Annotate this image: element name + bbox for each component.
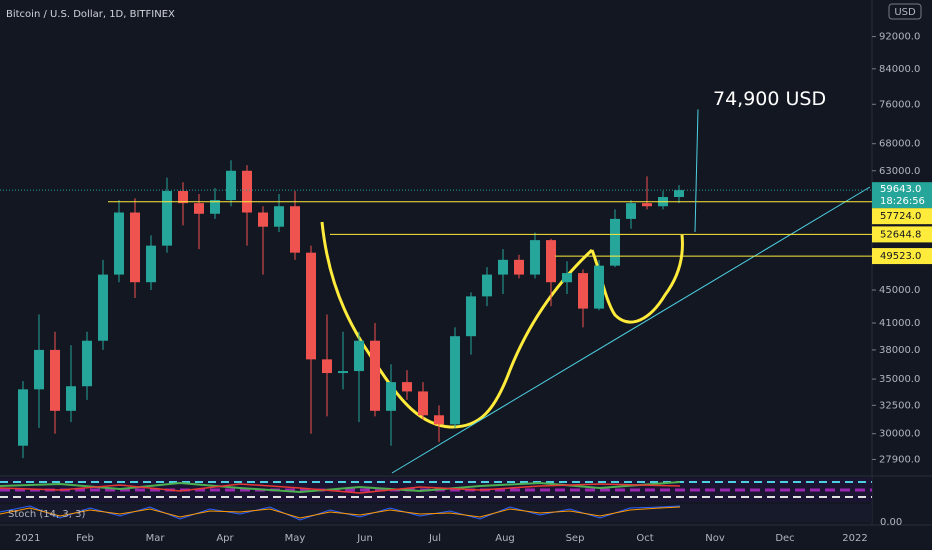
y-tick-label: 84000.0 xyxy=(879,64,920,75)
candle-body xyxy=(322,359,332,374)
y-tick-label: 63000.0 xyxy=(879,166,920,177)
x-tick-label: Aug xyxy=(495,533,515,544)
level-label: 49523.0 xyxy=(880,251,921,262)
level-box xyxy=(872,208,932,225)
candle-body xyxy=(130,212,140,283)
candle-body xyxy=(146,245,156,283)
currency-box[interactable] xyxy=(888,3,922,20)
candle-body xyxy=(642,203,652,207)
x-tick-label: Dec xyxy=(775,533,794,544)
chart-title: Bitcoin / U.S. Dollar, 1D, BITFINEX xyxy=(6,9,175,20)
candle-body xyxy=(594,265,604,309)
candle-body xyxy=(34,349,44,390)
candle-body xyxy=(306,252,316,360)
level-box xyxy=(872,248,932,265)
target-projection xyxy=(694,109,699,233)
candle-body xyxy=(194,203,204,214)
candle-body xyxy=(562,273,572,283)
candle-body xyxy=(530,240,540,275)
x-tick-label: Jul xyxy=(428,533,441,544)
x-tick-label: Sep xyxy=(566,533,585,544)
candle-body xyxy=(610,218,620,266)
candle-body xyxy=(290,206,300,253)
candle-body xyxy=(18,389,28,446)
x-tick-label: Nov xyxy=(705,533,725,544)
x-tick-label: 2021 xyxy=(15,533,40,544)
y-tick-label: 76000.0 xyxy=(879,99,920,110)
countdown-label: 18:26:56 xyxy=(880,196,925,207)
candle-body xyxy=(434,415,444,425)
y-tick-label: 45000.0 xyxy=(879,285,920,296)
indicator-tick: 0.00 xyxy=(880,517,902,528)
x-tick-label: Feb xyxy=(76,533,94,544)
candle-body xyxy=(514,259,524,275)
candle-body xyxy=(258,212,268,227)
indicator-pane: Stoch (14, 3, 3) 0.00 xyxy=(0,478,902,528)
candle-body xyxy=(450,336,460,425)
x-tick-label: May xyxy=(285,533,306,544)
candle-body xyxy=(210,200,220,214)
y-tick-label: 27900.0 xyxy=(879,454,920,465)
x-tick-label: Mar xyxy=(146,533,166,544)
candle-body xyxy=(498,259,508,275)
x-tick-label: 2022 xyxy=(842,533,867,544)
candle-body xyxy=(162,191,172,246)
level-box xyxy=(872,226,932,243)
candle-body xyxy=(178,191,188,204)
indicator-line xyxy=(0,481,681,494)
y-tick-label: 38000.0 xyxy=(879,345,920,356)
candle-body xyxy=(546,240,556,283)
candle-body xyxy=(274,206,284,227)
y-tick-label: 35000.0 xyxy=(879,374,920,385)
indicator-label: Stoch (14, 3, 3) xyxy=(8,509,85,520)
y-tick-label: 32500.0 xyxy=(879,400,920,411)
candle-body xyxy=(578,273,588,309)
candle-body xyxy=(66,386,76,411)
candle-body xyxy=(50,349,60,411)
candle-body xyxy=(674,190,684,198)
level-label: 57724.0 xyxy=(880,211,921,222)
stoch-d xyxy=(0,506,681,519)
candle-body xyxy=(402,382,412,392)
cup-curve xyxy=(320,221,594,429)
last-price-box xyxy=(872,182,932,209)
candle-body xyxy=(242,170,252,213)
candle-body xyxy=(626,203,636,219)
currency-label: USD xyxy=(894,7,916,18)
last-price-label: 59643.0 xyxy=(880,184,921,195)
candle-body xyxy=(386,382,396,411)
level-label: 52644.8 xyxy=(880,229,921,240)
y-tick-label: 41000.0 xyxy=(879,318,920,329)
candle-body xyxy=(338,371,348,374)
y-tick-label: 92000.0 xyxy=(879,32,920,43)
y-tick-label: 68000.0 xyxy=(879,139,920,150)
candle-body xyxy=(466,296,476,337)
candle-body xyxy=(82,340,92,387)
target-label: 74,900 USD xyxy=(713,88,826,110)
x-tick-label: Oct xyxy=(636,533,653,544)
candle-body xyxy=(482,274,492,297)
candle-body xyxy=(226,170,236,201)
candle-body xyxy=(354,340,364,372)
indicator-line xyxy=(0,483,681,494)
candle-body xyxy=(418,391,428,416)
candle-body xyxy=(114,212,124,275)
y-tick-label: 30000.0 xyxy=(879,429,920,440)
x-tick-label: Jun xyxy=(356,533,373,544)
candle-body xyxy=(370,340,380,411)
x-tick-label: Apr xyxy=(216,533,234,544)
candle-body xyxy=(98,274,108,341)
